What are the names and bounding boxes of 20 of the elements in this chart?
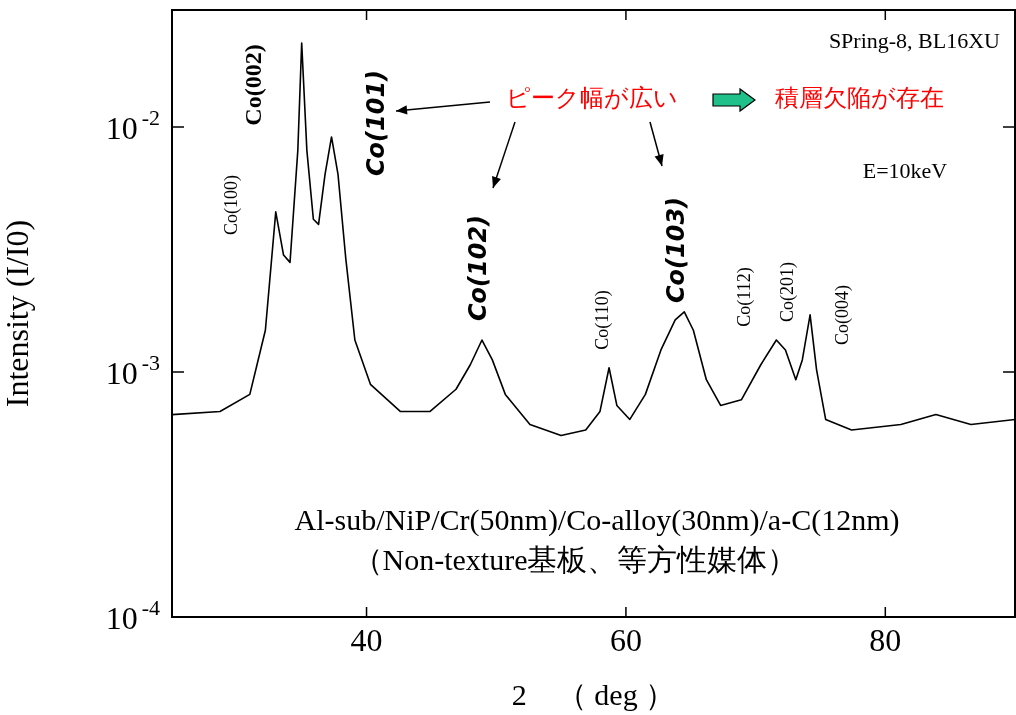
annotation: Co(110) [591,290,613,350]
annotation: Co(002) [240,44,267,126]
annotation: Co(102) [464,214,493,322]
x-axis-title: 2 （ deg ） [511,677,676,711]
x-tick-label: 60 [609,621,642,658]
x-tick-label: 80 [869,621,902,658]
annotation: Co(100) [220,175,242,235]
annotation: Co(112) [733,267,755,327]
annotation: E=10keV [862,157,948,183]
annotation: Co(101) [362,69,391,177]
annotation: Co(201) [776,262,798,322]
annotation: Al-sub/NiP/Cr(50nm)/Co-alloy(30nm)/a-C(12nm) [294,502,900,537]
annotation: Co(004) [831,285,853,345]
annotation: Co(103) [662,196,691,304]
x-tick-label: 40 [350,621,383,658]
annotation: SPring-8, BL16XU [828,27,1001,53]
annotation: （Non-texture基板、等方性媒体） [352,542,798,576]
y-axis-title: Intensity (I/I0) [0,219,35,408]
annotation: ピーク幅が広い [506,84,678,113]
annotation: 積層欠陥が存在 [775,84,944,113]
